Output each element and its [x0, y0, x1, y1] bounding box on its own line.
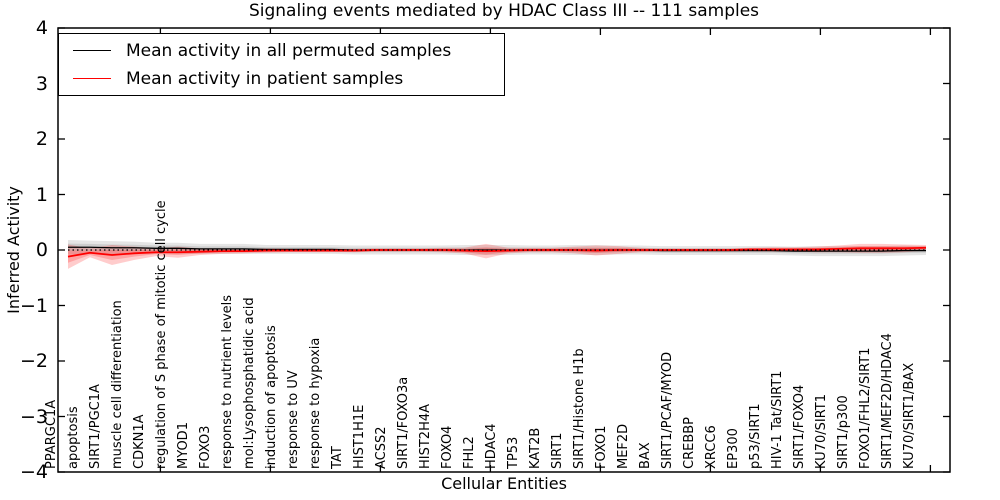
x-tick-label: regulation of S phase of mitotic cell cy… — [154, 200, 169, 469]
x-tick-label: FOXO4 — [440, 425, 455, 469]
y-tick-label: 1 — [35, 183, 48, 206]
y-tick-label: 2 — [35, 128, 48, 150]
x-tick-label: p53/SIRT1 — [748, 403, 763, 469]
legend-item-patient: Mean activity in patient samples — [59, 68, 504, 90]
x-tick-label: HIV-1 Tat/SIRT1 — [770, 370, 785, 469]
x-tick-label: SIRT1/PCAF/MYOD — [660, 351, 675, 469]
permuted-line-sample — [73, 50, 111, 51]
x-tick-label: HIST1H1E — [352, 404, 367, 469]
chart-title: Signaling events mediated by HDAC Class … — [248, 1, 760, 21]
x-tick-label: PPARGC1A — [44, 399, 59, 469]
x-tick-label: response to UV — [286, 370, 301, 469]
x-tick-label: response to hypoxia — [308, 337, 323, 469]
x-tick-label: mol:Lysophosphatidic acid — [242, 297, 257, 469]
y-tick-label: −1 — [19, 294, 48, 317]
x-tick-label: MYOD1 — [176, 422, 191, 469]
x-tick-label: SIRT1/MEF2D/HDAC4 — [880, 333, 895, 469]
y-tick-label: −4 — [19, 461, 48, 483]
x-tick-label: ACSS2 — [374, 426, 389, 469]
y-tick-label: −3 — [19, 405, 48, 428]
x-tick-label: induction of apoptosis — [264, 325, 279, 469]
legend-box: Mean activity in all permuted samples Me… — [58, 33, 505, 96]
x-tick-label: SIRT1/FOXO3a — [396, 376, 411, 469]
patient-mean-line — [67, 246, 927, 258]
y-tick-label: 0 — [35, 239, 48, 261]
x-tick-label: SIRT1/PGC1A — [88, 384, 103, 469]
x-tick-label: SIRT1/Histone H1b — [572, 348, 587, 469]
legend-label: Mean activity in patient samples — [126, 68, 404, 89]
x-tick-label: MEF2D — [616, 423, 631, 469]
x-tick-label: TP53 — [506, 436, 521, 469]
x-tick-label: XRCC6 — [704, 425, 719, 469]
permuted-band-outer — [68, 240, 926, 257]
x-tick-label: SIRT1/FOXO4 — [792, 384, 807, 469]
x-tick-label: SIRT1/p300 — [836, 395, 851, 469]
x-tick-label: EP300 — [726, 428, 741, 469]
x-tick-label: apoptosis — [66, 406, 81, 469]
y-tick-label: −2 — [19, 350, 48, 372]
x-tick-label: BAX — [638, 442, 653, 469]
x-tick-label: HIST2H4A — [418, 403, 433, 469]
x-tick-label: muscle cell differentiation — [110, 300, 125, 469]
x-tick-label: FOXO1 — [594, 425, 609, 469]
x-tick-label: FOXO1/FHL2/SIRT1 — [858, 347, 873, 469]
x-tick-label: HDAC4 — [484, 423, 499, 469]
x-tick-label: SIRT1 — [550, 432, 565, 469]
x-tick-label: KU70/SIRT1/BAX — [902, 362, 917, 469]
y-tick-label: 3 — [35, 72, 48, 95]
x-tick-label: KAT2B — [528, 427, 543, 469]
x-tick-label: FOXO3 — [198, 425, 213, 469]
legend-item-permuted: Mean activity in all permuted samples — [59, 40, 504, 62]
x-tick-label: TAT — [330, 446, 345, 469]
x-tick-label: FHL2 — [462, 436, 477, 469]
x-tick-label: CDKN1A — [132, 414, 147, 469]
legend-label: Mean activity in all permuted samples — [126, 40, 452, 61]
x-tick-label: KU70/SIRT1 — [814, 394, 829, 469]
patient-line-sample — [73, 78, 111, 79]
y-tick-label: 4 — [35, 17, 48, 39]
x-axis-label: Cellular Entities — [441, 474, 567, 493]
x-tick-label: response to nutrient levels — [220, 294, 235, 469]
x-tick-label: CREBBP — [682, 417, 697, 469]
